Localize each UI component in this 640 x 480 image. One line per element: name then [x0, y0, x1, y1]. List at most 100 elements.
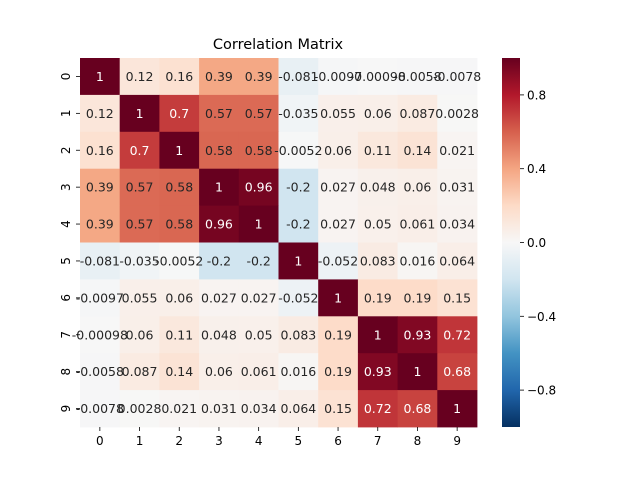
cell-value-label-9-9: 1: [453, 401, 461, 416]
heatmap-cell-4-8: [397, 205, 438, 243]
cell-value-label-4-0: 0.39: [86, 217, 114, 232]
heatmap-cell-7-8: [397, 316, 438, 354]
heatmap-cell-7-9: [437, 316, 478, 354]
heatmap-cell-8-6: [318, 353, 359, 391]
y-tick-label: 3: [59, 183, 73, 191]
colorbar-tick-label: −0.8: [527, 384, 556, 398]
heatmap-cell-8-7: [357, 353, 398, 391]
heatmap-cell-6-3: [199, 279, 240, 317]
heatmap-cell-0-0: [80, 58, 121, 96]
heatmap-cell-0-8: [397, 58, 438, 96]
heatmap-cell-4-0: [80, 205, 121, 243]
cell-value-label-9-2: 0.021: [161, 401, 197, 416]
cell-value-label-0-8: -0.0058: [393, 69, 441, 84]
heatmap-cell-7-7: [357, 316, 398, 354]
cell-value-label-1-1: 1: [136, 106, 144, 121]
heatmap-cell-0-1: [119, 58, 160, 96]
cell-value-label-4-4: 1: [255, 217, 263, 232]
cell-value-label-7-9: 0.72: [443, 327, 471, 342]
cell-value-label-2-5: -0.0052: [274, 143, 322, 158]
cell-value-label-2-7: 0.11: [364, 143, 392, 158]
cell-value-label-8-1: 0.087: [122, 364, 158, 379]
heatmap-cell-8-3: [199, 353, 240, 391]
heatmap-cell-1-8: [397, 94, 438, 133]
heatmap-cell-4-9: [437, 205, 478, 243]
cell-value-label-6-1: 0.055: [122, 290, 158, 305]
heatmap-cell-3-1: [119, 168, 160, 206]
heatmap-cell-8-8: [397, 353, 438, 391]
cell-value-label-9-5: 0.064: [280, 401, 316, 416]
heatmap-cell-2-9: [437, 131, 478, 170]
heatmap-cell-2-2: [159, 131, 200, 170]
heatmap-cell-5-6: [318, 242, 359, 280]
heatmap-cell-6-5: [278, 279, 319, 317]
heatmap-cell-9-3: [199, 390, 240, 428]
cell-value-label-4-8: 0.061: [400, 217, 436, 232]
heatmap-cell-3-0: [80, 168, 121, 206]
heatmap-cell-2-7: [357, 131, 398, 170]
heatmap-cell-5-2: [159, 242, 200, 280]
cell-value-label-2-0: 0.16: [86, 143, 114, 158]
heatmap-cell-1-7: [357, 94, 398, 133]
cell-value-label-1-8: 0.087: [400, 106, 436, 121]
cell-value-label-7-0: -0.00098: [72, 327, 128, 342]
cell-value-label-9-1: 0.0028: [118, 401, 162, 416]
cell-value-label-8-6: 0.19: [324, 364, 352, 379]
y-tick-label: 5: [59, 257, 73, 265]
cell-value-label-3-3: 1: [215, 180, 223, 195]
heatmap-cell-6-0: [80, 279, 121, 317]
cell-value-label-3-0: 0.39: [86, 180, 114, 195]
heatmap-cell-5-3: [199, 242, 240, 280]
heatmap-cell-1-4: [238, 94, 279, 133]
heatmap-cell-7-6: [318, 316, 359, 354]
heatmap-cell-8-0: [80, 353, 121, 391]
heatmap-cell-7-2: [159, 316, 200, 354]
heatmap-cell-0-2: [159, 58, 200, 96]
cell-value-label-5-9: 0.064: [439, 253, 475, 268]
heatmap-cell-8-4: [238, 353, 279, 391]
cell-value-label-5-5: 1: [294, 253, 302, 268]
heatmap-cell-6-7: [357, 279, 398, 317]
cell-value-label-0-4: 0.39: [245, 69, 273, 84]
cell-value-label-5-1: -0.035: [119, 253, 159, 268]
cell-value-label-3-9: 0.031: [439, 180, 475, 195]
colorbar-tick-label: 0.4: [527, 162, 546, 176]
x-tick-label: 0: [96, 434, 104, 448]
x-tick-label: 6: [334, 434, 342, 448]
heatmap-cell-1-0: [80, 94, 121, 133]
heatmap-cell-4-6: [318, 205, 359, 243]
cell-value-label-8-5: 0.016: [280, 364, 316, 379]
cell-value-label-2-3: 0.58: [205, 143, 233, 158]
cell-value-label-7-8: 0.93: [404, 327, 432, 342]
cell-value-label-4-1: 0.57: [126, 217, 154, 232]
cell-value-label-9-4: 0.034: [241, 401, 277, 416]
heatmap-cell-5-1: [119, 242, 160, 280]
cell-value-label-2-2: 1: [175, 143, 183, 158]
cell-value-label-2-8: 0.14: [404, 143, 432, 158]
cell-value-label-2-9: 0.021: [439, 143, 475, 158]
heatmap-cell-9-9: [437, 390, 478, 428]
cell-value-label-7-3: 0.048: [201, 327, 237, 342]
cell-value-label-1-6: 0.055: [320, 106, 356, 121]
x-tick-label: 5: [295, 434, 303, 448]
heatmap-cell-8-9: [437, 353, 478, 391]
heatmap-cell-5-7: [357, 242, 398, 280]
cell-value-label-9-7: 0.72: [364, 401, 392, 416]
cell-value-label-2-6: 0.06: [324, 143, 352, 158]
heatmap-cell-0-3: [199, 58, 240, 96]
cell-value-label-6-3: 0.027: [201, 290, 237, 305]
cell-value-label-2-1: 0.7: [130, 143, 150, 158]
heatmap-cell-1-3: [199, 94, 240, 133]
y-tick-label: 8: [59, 368, 73, 376]
colorbar-tick-label: 0.8: [527, 88, 546, 102]
cell-value-label-0-1: 0.12: [126, 69, 154, 84]
cell-value-label-1-4: 0.57: [245, 106, 273, 121]
heatmap-cell-6-2: [159, 279, 200, 317]
x-tick-label: 2: [175, 434, 183, 448]
cell-value-label-6-8: 0.19: [404, 290, 432, 305]
heatmap-cell-9-4: [238, 390, 279, 428]
heatmap-cell-9-8: [397, 390, 438, 428]
cell-value-label-4-7: 0.05: [364, 217, 392, 232]
cell-value-label-5-0: -0.081: [80, 253, 120, 268]
cell-value-label-5-7: 0.083: [360, 253, 396, 268]
